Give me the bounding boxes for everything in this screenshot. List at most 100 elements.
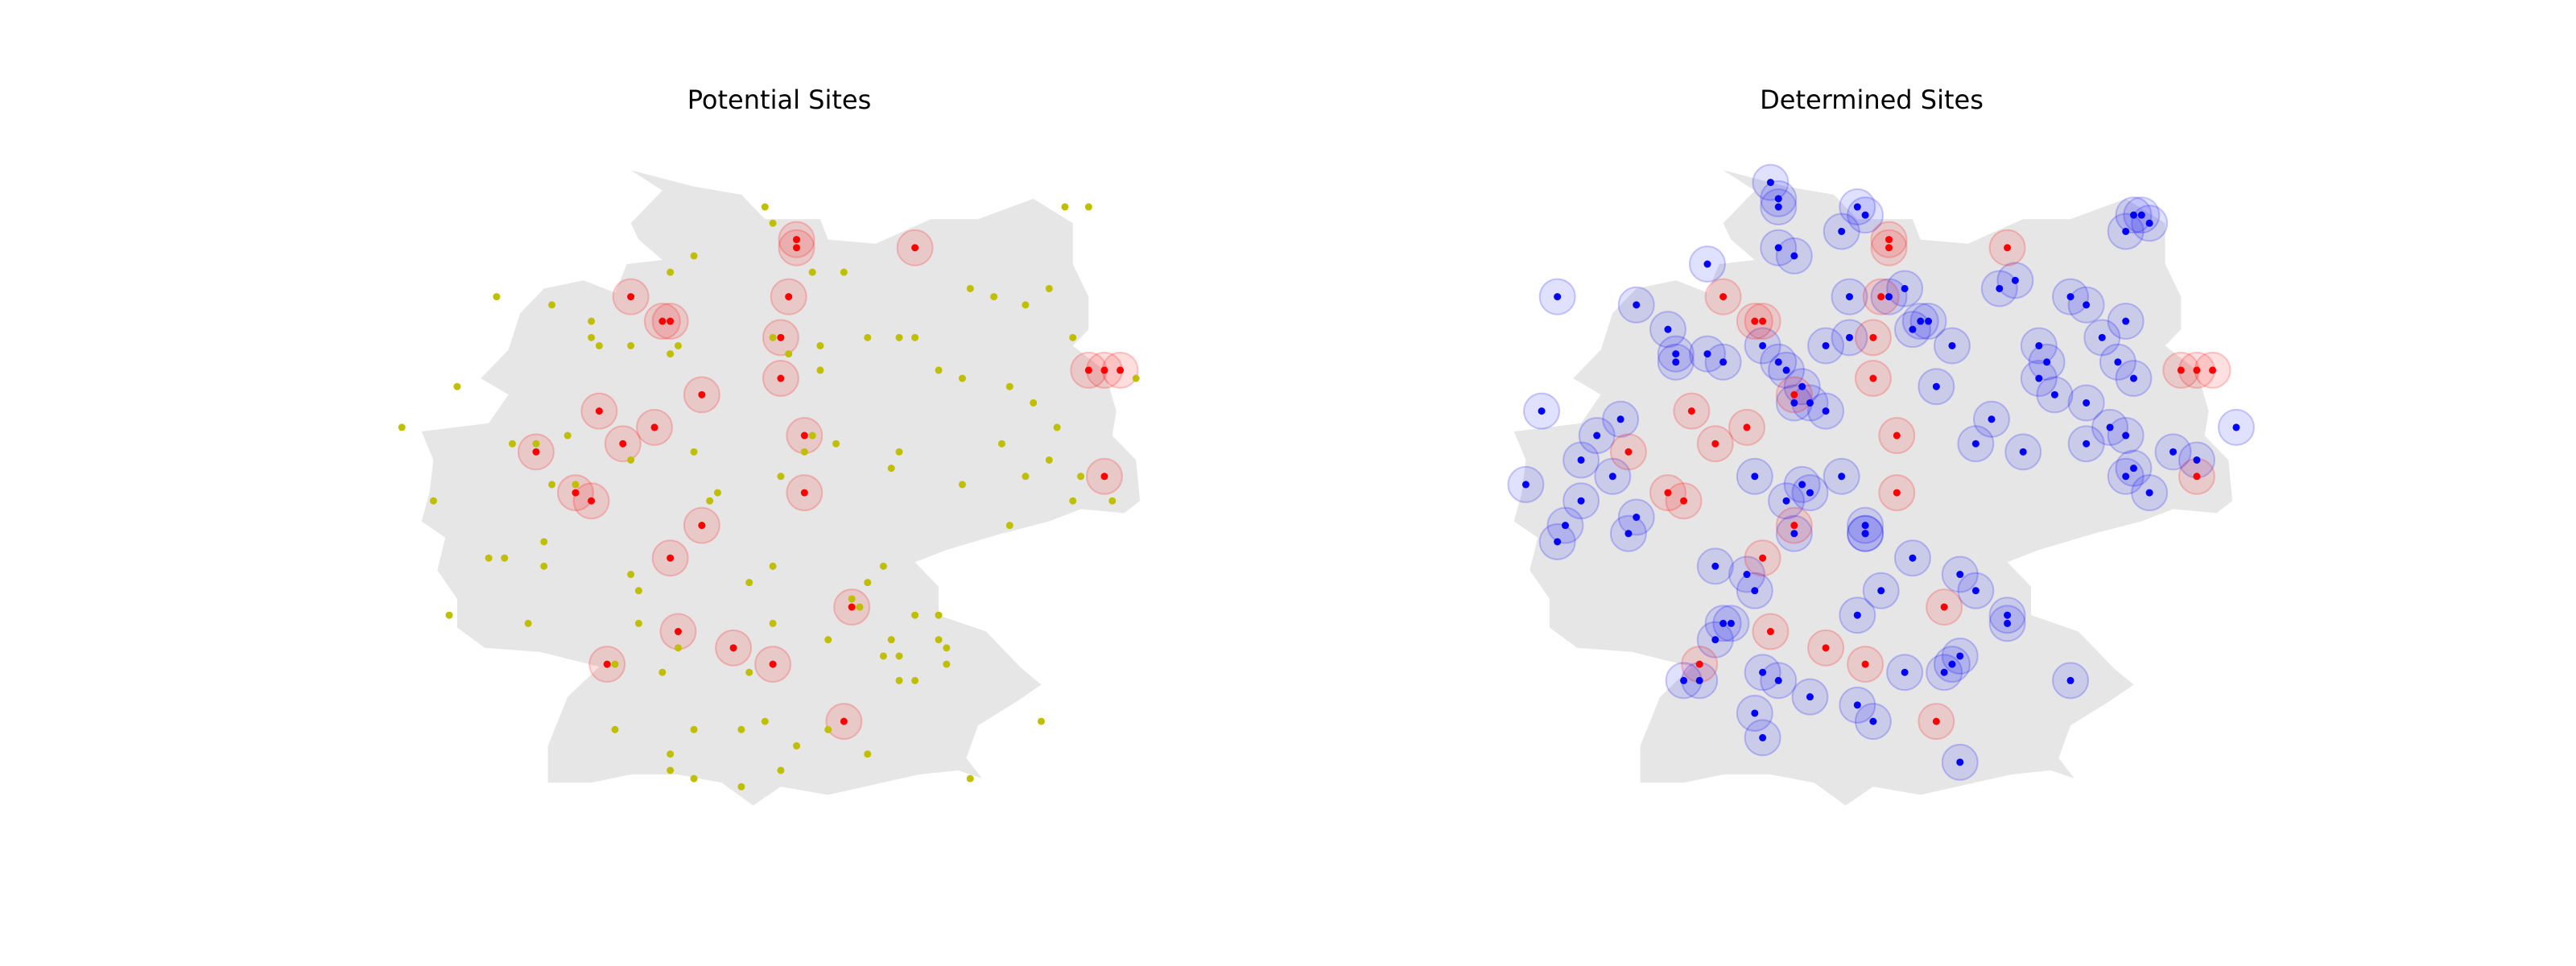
selected-site-point [2232, 423, 2240, 431]
selected-site-point [1901, 284, 1909, 292]
candidate-site-point [588, 333, 596, 341]
existing-site-point [840, 717, 848, 725]
selected-site-point [1838, 473, 1846, 481]
candidate-site-point [690, 252, 698, 260]
candidate-site-point [690, 774, 698, 782]
selected-site-point [1751, 709, 1759, 717]
candidate-site-point [840, 268, 848, 276]
candidate-site-point [658, 668, 667, 676]
candidate-site-point [887, 636, 895, 644]
selected-site-point [1719, 358, 1728, 366]
existing-site-point [698, 390, 706, 398]
candidate-site-point [808, 431, 816, 440]
candidate-site-point [966, 774, 974, 782]
selected-site-point [2169, 448, 2178, 456]
candidate-site-point [501, 554, 509, 562]
selected-site-point [1561, 522, 1569, 530]
selected-site-point [2114, 358, 2122, 366]
existing-site-point [588, 497, 596, 505]
selected-site-point [1838, 227, 1846, 235]
candidate-site-point [564, 431, 572, 440]
candidate-site-point [1077, 473, 1085, 481]
existing-site-point [785, 293, 793, 301]
selected-site-point [1703, 260, 1711, 268]
selected-site-point [1672, 350, 1680, 358]
selected-site-point [1861, 211, 1869, 219]
selected-site-point [1909, 554, 1917, 562]
existing-site-point [1759, 554, 1767, 562]
candidate-site-point [485, 554, 493, 562]
candidate-site-point [524, 619, 532, 627]
candidate-sites-markers [398, 203, 1140, 791]
selected-site-point [1885, 293, 1893, 301]
selected-site-point [1577, 456, 1585, 464]
candidate-site-point [737, 782, 745, 791]
selected-site-point [2122, 227, 2130, 235]
candidate-site-point [509, 440, 517, 448]
candidate-site-point [958, 374, 966, 382]
existing-site-point [2193, 473, 2201, 481]
selected-site-point [2145, 219, 2153, 227]
selected-site-point [1877, 587, 1885, 595]
existing-site-point [1893, 489, 1901, 497]
existing-site-point [1869, 374, 1877, 382]
existing-site-point [650, 423, 658, 431]
selected-site-point [2083, 301, 2091, 309]
candidate-site-point [966, 284, 974, 292]
selected-site-point [1971, 587, 1979, 595]
existing-site-point [667, 554, 675, 562]
existing-site-point [800, 431, 808, 440]
selected-site-point [2122, 317, 2130, 325]
selected-site-point [1940, 668, 1948, 676]
candidate-site-point [864, 333, 872, 341]
selected-site-point [1554, 538, 1562, 546]
selected-site-point [1822, 341, 1830, 349]
existing-site-point [911, 244, 919, 252]
candidate-site-point [769, 219, 777, 227]
candidate-site-point [737, 725, 745, 733]
candidate-site-point [674, 341, 682, 349]
selected-site-point [1608, 473, 1616, 481]
candidate-site-point [943, 644, 951, 652]
candidate-site-point [634, 587, 642, 595]
selected-site-point [1845, 293, 1853, 301]
selected-site-point [1759, 341, 1767, 349]
selected-site-point [1909, 325, 1917, 333]
candidate-site-point [1108, 497, 1117, 505]
selected-site-point [2083, 398, 2091, 407]
existing-site-point [1680, 497, 1688, 505]
candidate-site-point [990, 293, 998, 301]
candidate-site-point [611, 725, 619, 733]
existing-site-point [532, 448, 540, 456]
candidate-site-point [911, 611, 919, 619]
germany-land-shape [1513, 170, 2233, 806]
selected-site-point [1917, 317, 1925, 325]
candidate-site-point [690, 448, 698, 456]
candidate-site-point [745, 668, 753, 676]
candidate-site-point [769, 619, 777, 627]
selected-site-point [1774, 358, 1782, 366]
existing-site-point [1790, 390, 1798, 398]
candidate-site-point [627, 456, 635, 464]
candidate-site-point [1045, 456, 1053, 464]
existing-site-point [848, 603, 856, 611]
candidate-site-point [706, 497, 714, 505]
candidate-site-point [667, 350, 675, 358]
candidate-site-point [429, 497, 437, 505]
existing-site-point [793, 236, 801, 244]
existing-site-point [627, 293, 635, 301]
selected-site-point [1774, 203, 1782, 211]
selected-site-point [1948, 660, 1956, 668]
selected-site-point [2137, 211, 2145, 219]
candidate-site-point [611, 660, 619, 668]
selected-site-point [1664, 325, 1672, 333]
candidate-site-point [864, 750, 872, 758]
selected-site-point [2066, 676, 2074, 684]
candidate-site-point [745, 579, 753, 587]
existing-site-point [769, 660, 777, 668]
candidate-site-point [816, 366, 824, 374]
selected-site-point [1853, 203, 1861, 211]
existing-site-point [1711, 440, 1719, 448]
selected-site-point [1869, 717, 1877, 725]
selected-site-point [1711, 636, 1719, 644]
